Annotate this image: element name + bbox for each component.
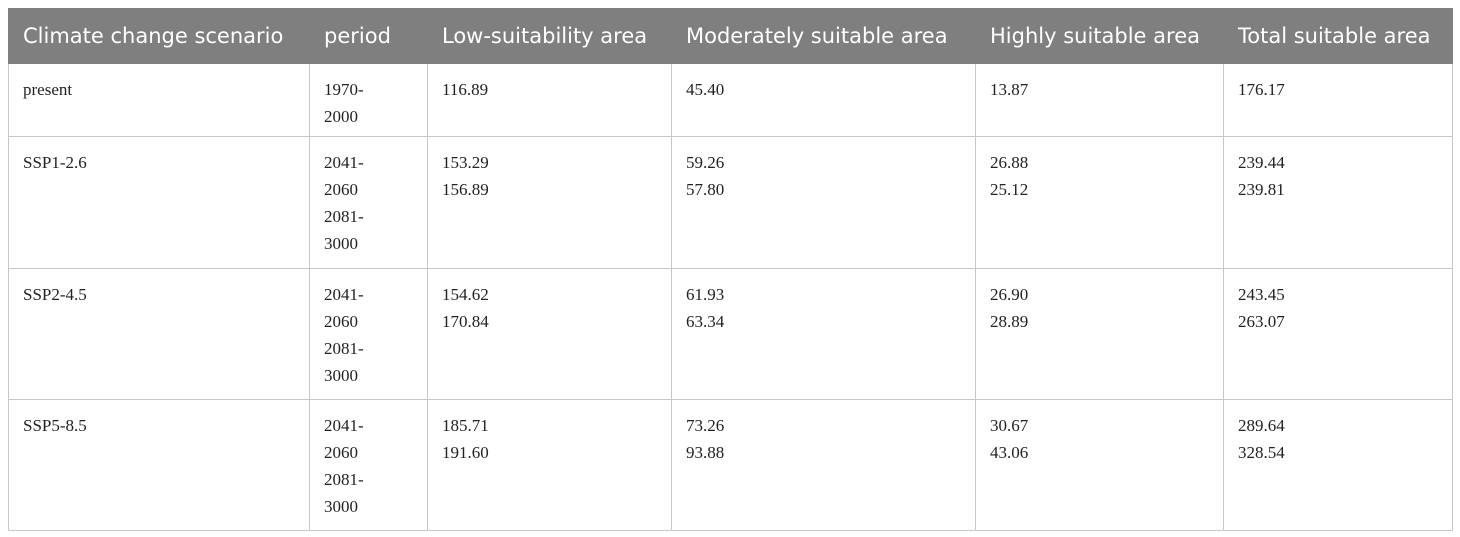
cell-text: 2041-2060: [324, 153, 364, 199]
table-cell: 45.40: [671, 63, 976, 137]
table-cell: 73.26 93.88: [671, 399, 976, 531]
table-cell: 289.64 328.54: [1223, 399, 1453, 531]
cell-text: 239.81: [1238, 180, 1285, 199]
cell-text: 13.87: [990, 80, 1029, 99]
cell-text: SSP5-8.5: [23, 416, 87, 435]
cell-text: 239.44: [1238, 153, 1285, 172]
header-cell: period: [309, 8, 428, 64]
cell-text: 2081-3000: [324, 339, 364, 385]
cell-text: 328.54: [1238, 443, 1285, 462]
cell-text: 116.89: [442, 80, 489, 99]
table-cell: 26.88 25.12: [975, 136, 1224, 269]
table-row: SSP5-8.5 2041-2060 2081-3000 185.71 191.60 73…: [8, 399, 1453, 531]
table-cell: 243.45 263.07: [1223, 268, 1453, 400]
cell-text: 191.60: [442, 443, 489, 462]
table-row: SSP2-4.5 2041-2060 2081-3000 154.62 170.84 61…: [8, 268, 1453, 400]
cell-text: 26.88: [990, 153, 1029, 172]
table-row: SSP1-2.6 2041-2060 2081-3000 153.29 156.89 59…: [8, 136, 1453, 269]
cell-text: 2041-2060: [324, 416, 364, 462]
table-cell: SSP2-4.5: [8, 268, 310, 400]
cell-text: SSP2-4.5: [23, 285, 87, 304]
cell-text: 2081-3000: [324, 207, 364, 253]
cell-text: 59.26: [686, 153, 725, 172]
table-cell: 2041-2060 2081-3000: [309, 268, 428, 400]
table-cell: 176.17: [1223, 63, 1453, 137]
cell-text: 154.62: [442, 285, 489, 304]
table-cell: 239.44 239.81: [1223, 136, 1453, 269]
cell-text: 2041-2060: [324, 285, 364, 331]
table-cell: 26.90 28.89: [975, 268, 1224, 400]
cell-text: 243.45: [1238, 285, 1285, 304]
data-table: Climate change scenario period Low-suitabi…: [8, 8, 1453, 531]
cell-text: 1970-2000: [324, 80, 364, 126]
table-cell: SSP5-8.5: [8, 399, 310, 531]
table-cell: 30.67 43.06: [975, 399, 1224, 531]
table-cell: 2041-2060 2081-3000: [309, 136, 428, 269]
header-row: Climate change scenario period Low-suitabi…: [8, 8, 1453, 64]
cell-text: 26.90: [990, 285, 1029, 304]
header-cell: Low-suitability area: [427, 8, 672, 64]
header-cell: Total suitable area: [1223, 8, 1453, 64]
cell-text: 25.12: [990, 180, 1029, 199]
cell-text: 28.89: [990, 312, 1029, 331]
table-cell: 2041-2060 2081-3000: [309, 399, 428, 531]
cell-text: 156.89: [442, 180, 489, 199]
header-cell: Highly suitable area: [975, 8, 1224, 64]
table-container: Climate change scenario period Low-suitabi…: [8, 8, 1453, 531]
table-cell: 1970-2000: [309, 63, 428, 137]
cell-text: present: [23, 80, 73, 99]
table-cell: 153.29 156.89: [427, 136, 672, 269]
table-cell: 61.93 63.34: [671, 268, 976, 400]
cell-text: 57.80: [686, 180, 725, 199]
cell-text: 45.40: [686, 80, 725, 99]
cell-text: SSP1-2.6: [23, 153, 87, 172]
table-cell: 154.62 170.84: [427, 268, 672, 400]
cell-text: 153.29: [442, 153, 489, 172]
cell-text: 185.71: [442, 416, 489, 435]
table-cell: 59.26 57.80: [671, 136, 976, 269]
cell-text: 2081-3000: [324, 470, 364, 516]
table-cell: 185.71 191.60: [427, 399, 672, 531]
cell-text: 61.93: [686, 285, 725, 304]
cell-text: 176.17: [1238, 80, 1285, 99]
cell-text: 73.26: [686, 416, 725, 435]
table-cell: 116.89: [427, 63, 672, 137]
cell-text: 30.67: [990, 416, 1029, 435]
header-cell: Climate change scenario: [8, 8, 310, 64]
table-cell: 13.87: [975, 63, 1224, 137]
cell-text: 263.07: [1238, 312, 1285, 331]
cell-text: 63.34: [686, 312, 725, 331]
cell-text: 289.64: [1238, 416, 1285, 435]
cell-text: 43.06: [990, 443, 1029, 462]
table-row: present 1970-2000 116.89 45.40 13.87 176.17: [8, 63, 1453, 137]
cell-text: 170.84: [442, 312, 489, 331]
table-cell: present: [8, 63, 310, 137]
header-cell: Moderately suitable area: [671, 8, 976, 64]
table-cell: SSP1-2.6: [8, 136, 310, 269]
cell-text: 93.88: [686, 443, 725, 462]
